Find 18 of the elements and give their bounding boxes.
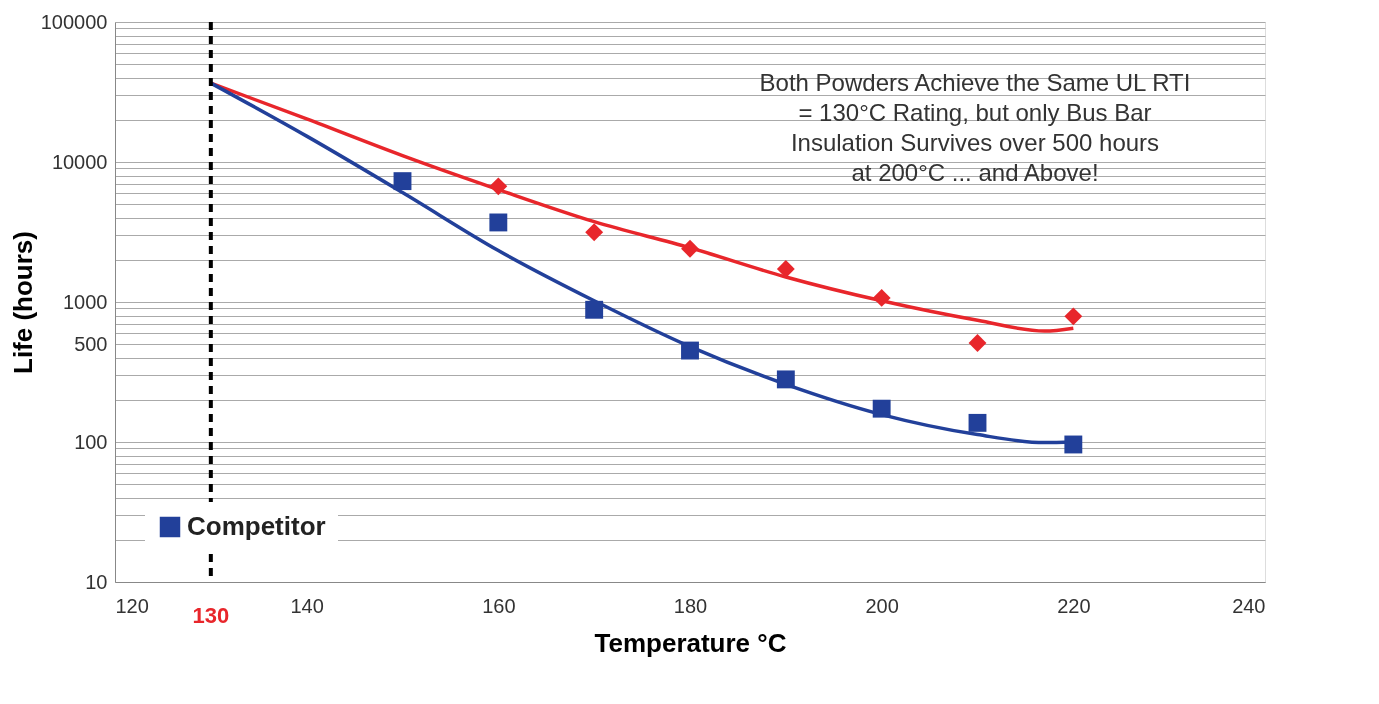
x-tick-label: 200 — [865, 594, 899, 617]
y-tick-label: 1000 — [63, 290, 108, 313]
x-tick-label: 240 — [1232, 594, 1266, 617]
x-axis-title: Temperature °C — [594, 627, 787, 658]
ref-line-label: 130 — [192, 603, 230, 628]
x-tick-label: 120 — [115, 594, 149, 617]
annotation: Both Powders Achieve the Same UL RTI = 130°C Rating, but only Bus Bar Insulation Survives over 500 hours at 200°C ... and Above! — [759, 69, 1191, 186]
y-tick-label: 100000 — [40, 10, 108, 33]
y-tick-label: 10 — [85, 570, 108, 593]
x-tick-label: 160 — [482, 594, 516, 617]
y-tick-label: 500 — [74, 332, 108, 355]
y-tick-label: 100 — [74, 430, 108, 453]
legend-label: Competitor — [187, 511, 326, 541]
x-tick-label: 180 — [673, 594, 708, 617]
y-tick-label: 10000 — [51, 150, 108, 173]
x-tick-label: 140 — [290, 594, 324, 617]
x-tick-label: 220 — [1057, 594, 1091, 617]
y-axis-title: Life (hours) — [7, 231, 38, 374]
